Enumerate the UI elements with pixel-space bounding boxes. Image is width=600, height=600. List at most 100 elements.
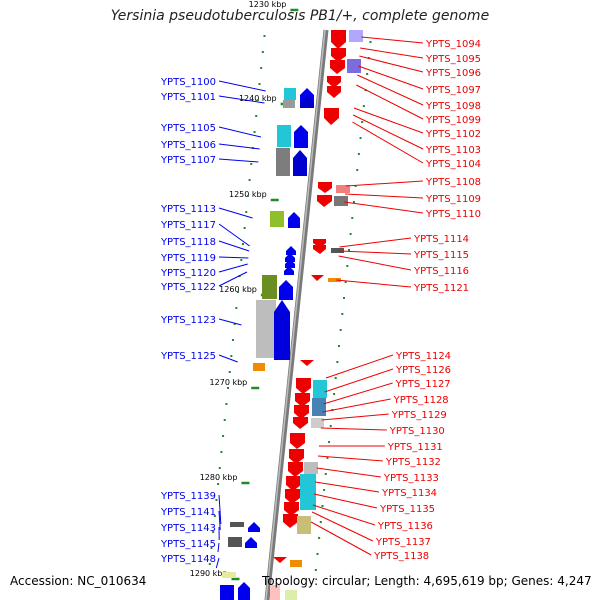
gene-arrow-red bbox=[300, 360, 314, 366]
gene-label[interactable]: YPTS_1133 bbox=[383, 473, 439, 484]
grid-dot bbox=[351, 217, 354, 219]
gene-label[interactable]: YPTS_1125 bbox=[160, 351, 216, 362]
gene-label[interactable]: YPTS_1095 bbox=[425, 54, 481, 65]
gene-bar-cyan bbox=[284, 88, 296, 100]
gene-label[interactable]: YPTS_1132 bbox=[385, 457, 441, 468]
leader-line bbox=[323, 382, 393, 405]
gene-arrow-blue bbox=[288, 212, 300, 228]
grid-dot bbox=[347, 249, 350, 251]
grid-dot bbox=[212, 531, 215, 533]
gene-label[interactable]: YPTS_1115 bbox=[413, 250, 469, 261]
grid-dot bbox=[261, 51, 264, 53]
gene-arrow-blue bbox=[294, 125, 308, 148]
gene-label[interactable]: YPTS_1139 bbox=[160, 491, 216, 502]
gene-arrow-red bbox=[289, 449, 304, 464]
gene-label[interactable]: YPTS_1117 bbox=[160, 220, 216, 231]
gene-arrow-red bbox=[313, 245, 326, 254]
gene-label[interactable]: YPTS_1119 bbox=[160, 253, 216, 264]
gene-label[interactable]: YPTS_1094 bbox=[425, 39, 481, 50]
gene-label[interactable]: YPTS_1097 bbox=[425, 85, 481, 96]
leader-line bbox=[336, 279, 412, 288]
gene-arrow-red bbox=[294, 405, 309, 419]
gene-label[interactable]: YPTS_1136 bbox=[377, 521, 433, 532]
grid-dot bbox=[344, 281, 347, 283]
leader-line bbox=[218, 240, 250, 252]
gene-arrow-blue bbox=[285, 259, 295, 268]
leader-line bbox=[357, 74, 424, 106]
gene-label[interactable]: YPTS_1126 bbox=[395, 365, 451, 376]
grid-dot bbox=[225, 403, 228, 405]
grid-dot bbox=[324, 473, 327, 475]
grid-dot bbox=[329, 425, 332, 427]
grid-dot bbox=[228, 371, 231, 373]
leader-line bbox=[218, 223, 250, 247]
gene-label[interactable]: YPTS_1148 bbox=[160, 554, 216, 565]
grid-dot bbox=[223, 419, 226, 421]
gene-label[interactable]: YPTS_1098 bbox=[425, 101, 481, 112]
gene-label[interactable]: YPTS_1129 bbox=[391, 410, 447, 421]
gene-label[interactable]: YPTS_1141 bbox=[160, 507, 216, 518]
gene-label[interactable]: YPTS_1131 bbox=[387, 442, 443, 453]
gene-label[interactable]: YPTS_1135 bbox=[379, 504, 435, 515]
grid-dot bbox=[357, 153, 360, 155]
gene-label[interactable]: YPTS_1102 bbox=[425, 129, 481, 140]
leader-line bbox=[310, 521, 372, 556]
gene-label[interactable]: YPTS_1113 bbox=[160, 204, 216, 215]
gene-bar-silver bbox=[304, 462, 318, 474]
gene-label[interactable]: YPTS_1100 bbox=[160, 77, 216, 88]
gene-arrow-blue bbox=[293, 150, 307, 176]
gene-label[interactable]: YPTS_1123 bbox=[160, 315, 216, 326]
gene-label[interactable]: YPTS_1096 bbox=[425, 68, 481, 79]
leader-line bbox=[218, 494, 222, 525]
right-gene-labels: YPTS_1094 YPTS_1095 YPTS_1096 YPTS_1097 YPTS… bbox=[373, 39, 481, 562]
gene-label[interactable]: YPTS_1134 bbox=[381, 488, 437, 499]
leader-line bbox=[218, 256, 249, 259]
gene-arrow-blue bbox=[238, 582, 250, 600]
gene-label[interactable]: YPTS_1128 bbox=[393, 395, 449, 406]
grid-dot bbox=[352, 201, 355, 203]
gene-label[interactable]: YPTS_1105 bbox=[160, 123, 216, 134]
gene-arrow-blue bbox=[245, 537, 257, 548]
gene-label[interactable]: YPTS_1116 bbox=[413, 266, 469, 277]
gene-label[interactable]: YPTS_1124 bbox=[395, 351, 451, 362]
gene-label[interactable]: YPTS_1118 bbox=[160, 237, 216, 248]
gene-arrow-blue bbox=[248, 522, 260, 532]
gene-label[interactable]: YPTS_1099 bbox=[425, 115, 481, 126]
gene-label[interactable]: YPTS_1137 bbox=[375, 537, 431, 548]
leader-line bbox=[218, 318, 242, 326]
gene-label[interactable]: YPTS_1121 bbox=[413, 283, 469, 294]
gene-label[interactable]: YPTS_1107 bbox=[160, 155, 216, 166]
grid-dot bbox=[319, 521, 322, 523]
grid-dot bbox=[245, 211, 248, 213]
gene-bar-light bbox=[311, 418, 324, 428]
gene-label[interactable]: YPTS_1127 bbox=[395, 379, 451, 390]
leader-line bbox=[218, 95, 265, 104]
gene-arrow-red bbox=[295, 393, 310, 407]
grid-dot bbox=[359, 137, 362, 139]
gene-label[interactable]: YPTS_1108 bbox=[425, 177, 481, 188]
grid-dot bbox=[326, 457, 329, 459]
grid-dot bbox=[256, 99, 259, 101]
gene-label[interactable]: YPTS_1114 bbox=[413, 234, 469, 245]
grid-dot bbox=[362, 105, 365, 107]
gene-label[interactable]: YPTS_1130 bbox=[389, 426, 445, 437]
leader-line bbox=[339, 250, 412, 255]
gene-label[interactable]: YPTS_1106 bbox=[160, 140, 216, 151]
gene-label[interactable]: YPTS_1110 bbox=[425, 209, 481, 220]
gene-label[interactable]: YPTS_1104 bbox=[425, 159, 481, 170]
gene-label[interactable]: YPTS_1109 bbox=[425, 194, 481, 205]
gene-label[interactable]: YPTS_1145 bbox=[160, 539, 216, 550]
leader-line bbox=[215, 557, 220, 569]
gene-label[interactable]: YPTS_1122 bbox=[160, 282, 216, 293]
gene-arrow-red bbox=[330, 60, 345, 74]
gene-label[interactable]: YPTS_1103 bbox=[425, 145, 481, 156]
gene-label[interactable]: YPTS_1101 bbox=[160, 92, 216, 103]
gene-arrow-blue bbox=[284, 266, 294, 275]
leader-line bbox=[311, 511, 374, 542]
gene-bar-purple bbox=[347, 59, 361, 73]
gene-arrow-blue bbox=[279, 280, 293, 300]
gene-label[interactable]: YPTS_1138 bbox=[373, 551, 429, 562]
gene-label[interactable]: YPTS_1143 bbox=[160, 523, 216, 534]
accession-label: Accession: NC_010634 bbox=[10, 574, 147, 588]
gene-label[interactable]: YPTS_1120 bbox=[160, 268, 216, 279]
